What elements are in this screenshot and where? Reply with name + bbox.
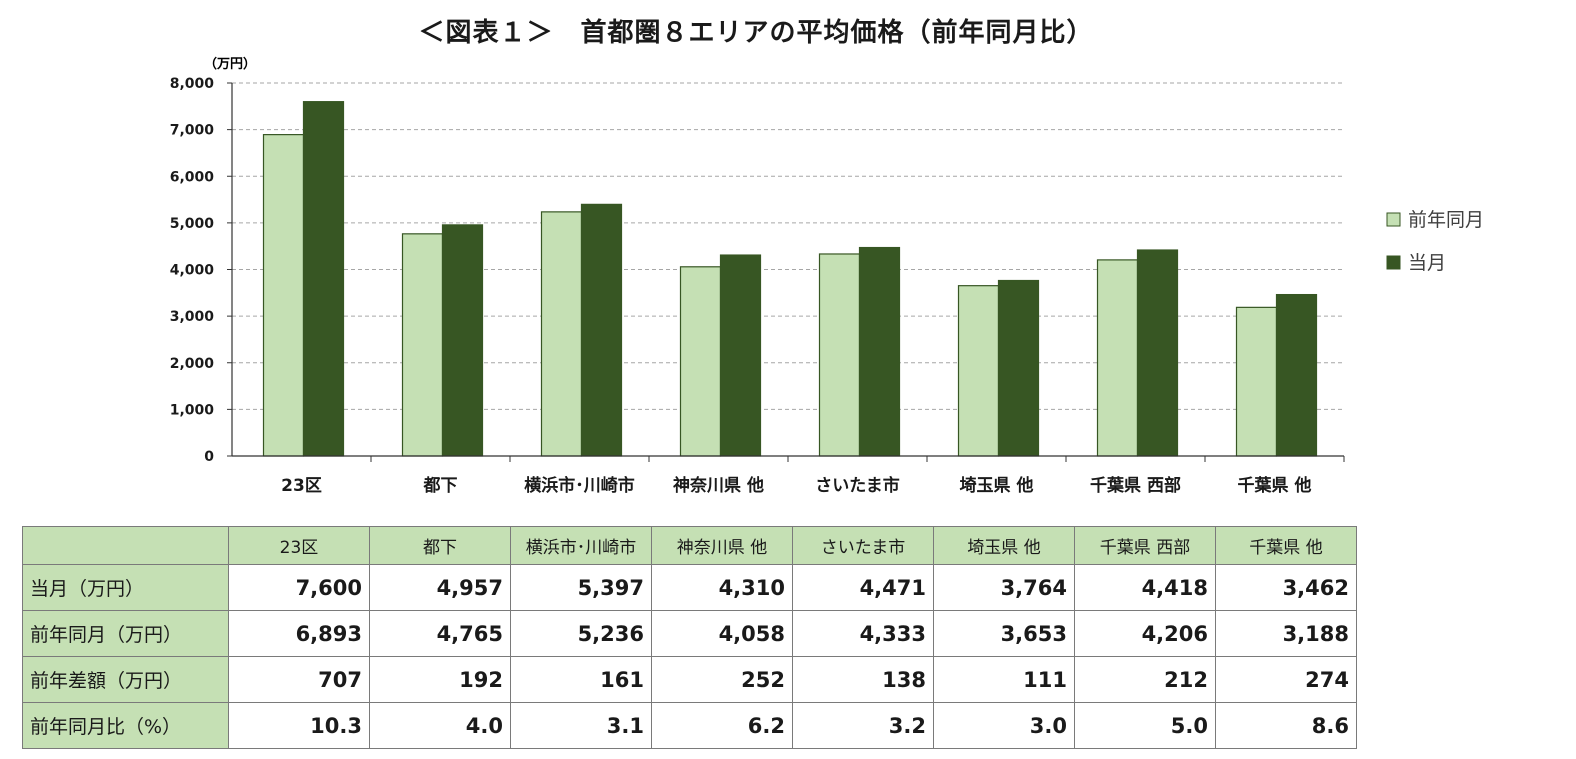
- bar-prev-year-7: [1235, 306, 1278, 457]
- x-tick-label: 埼玉県 他: [960, 475, 1034, 496]
- table-header-cell: 千葉県 他: [1215, 526, 1357, 565]
- table-cell: 3.1: [510, 702, 652, 749]
- data-table: 23区 都下 横浜市･川崎市 神奈川県 他さいたま市 埼玉県 他千葉県 西部 千葉県 他 …: [22, 526, 1357, 749]
- table-cell: 111: [933, 656, 1075, 703]
- bar-prev-year-0: [262, 134, 305, 457]
- x-tick-labels: 23区 都下 横浜市･川崎市 神奈川県 他 さいたま市 埼玉県 他 千葉県 西部 千葉県 他: [281, 475, 1311, 496]
- x-tick-label: 横浜市･川崎市: [524, 475, 635, 496]
- bar-current-5: [997, 279, 1040, 457]
- table-cell: 3.0: [933, 702, 1075, 749]
- table-cell: 6,893: [228, 610, 370, 657]
- axes: [227, 82, 1345, 462]
- bar-prev-year-4: [818, 253, 861, 457]
- bar-prev-year-6: [1096, 259, 1139, 457]
- table-cell: 10.3: [228, 702, 370, 749]
- table-cell: 3,188: [1215, 610, 1357, 657]
- table-corner-cell: [22, 526, 229, 565]
- table-cell: 6.2: [651, 702, 793, 749]
- bar-chart: 0 1,000 2,000 3,000 4,000 5,000 6,000 7,000 8,00…: [170, 56, 1484, 496]
- table-cell: 4.0: [369, 702, 511, 749]
- table-cell: 3,462: [1215, 564, 1357, 611]
- table-cell: 192: [369, 656, 511, 703]
- table-cell: 4,471: [792, 564, 934, 611]
- table-cell: 274: [1215, 656, 1357, 703]
- y-tick-label: 4,000: [170, 263, 215, 279]
- table-header-cell: 都下: [369, 526, 511, 565]
- table-body: 当月（万円） 7,600 4,957 5,397 4,310 4,471 3,764 4,41…: [22, 564, 1357, 749]
- table-header-cell: 埼玉県 他: [933, 526, 1075, 565]
- table-cell: 4,206: [1074, 610, 1216, 657]
- y-tick-labels: 0 1,000 2,000 3,000 4,000 5,000 6,000 7,000 8,00…: [170, 76, 215, 465]
- bar-current-0: [302, 101, 345, 457]
- table-row: 前年同月（万円） 6,893 4,765 5,236 4,058 4,333 3,653 4,…: [22, 610, 1357, 657]
- y-tick-label: 5,000: [170, 216, 215, 232]
- legend-label: 前年同月: [1408, 209, 1484, 231]
- y-tick-label: 3,000: [170, 309, 215, 325]
- table-cell: 5,236: [510, 610, 652, 657]
- chart-title: ＜図表１＞ 首都圏８エリアの平均価格（前年同月比）: [418, 18, 1094, 48]
- table-cell: 4,765: [369, 610, 511, 657]
- table-cell: 4,418: [1074, 564, 1216, 611]
- bar-current-6: [1136, 249, 1179, 457]
- x-tick-label: さいたま市: [815, 475, 900, 496]
- table-row: 前年差額（万円） 707 192 161 252 138 111 212 274: [22, 656, 1357, 703]
- table-cell: 4,957: [369, 564, 511, 611]
- y-tick-label: 1,000: [170, 402, 215, 418]
- table-row-label: 前年差額（万円）: [22, 656, 229, 703]
- table-cell: 212: [1074, 656, 1216, 703]
- table-row: 当月（万円） 7,600 4,957 5,397 4,310 4,471 3,764 4,41…: [22, 564, 1357, 611]
- table-row-label: 前年同月（万円）: [22, 610, 229, 657]
- legend-swatch: [1386, 255, 1401, 270]
- table-header-cell: 横浜市･川崎市: [510, 526, 652, 565]
- bar-current-1: [441, 224, 484, 457]
- table-row: 前年同月比（%） 10.3 4.0 3.1 6.2 3.2 3.0 5.0 8.6: [22, 702, 1357, 749]
- y-tick-label: 6,000: [170, 169, 215, 185]
- x-tick-label: 23区: [281, 476, 322, 496]
- table-cell: 4,333: [792, 610, 934, 657]
- table-cell: 4,058: [651, 610, 793, 657]
- bar-current-4: [858, 246, 901, 457]
- x-tick-label: 千葉県 西部: [1090, 475, 1181, 496]
- table-cell: 3,653: [933, 610, 1075, 657]
- table-header-row: 23区 都下 横浜市･川崎市 神奈川県 他さいたま市 埼玉県 他千葉県 西部 千葉県 他: [22, 526, 1357, 565]
- y-tick-label: 2,000: [170, 356, 215, 372]
- bar-current-3: [719, 254, 762, 457]
- bar-prev-year-5: [957, 285, 1000, 457]
- table-cell: 3,764: [933, 564, 1075, 611]
- table-cell: 4,310: [651, 564, 793, 611]
- table-cell: 252: [651, 656, 793, 703]
- bars: [262, 101, 1318, 457]
- x-tick-label: 神奈川県 他: [673, 475, 764, 496]
- table-cell: 7,600: [228, 564, 370, 611]
- table-header-cell: さいたま市: [792, 526, 934, 565]
- table-header-cell: 神奈川県 他: [651, 526, 793, 565]
- y-tick-label: 8,000: [170, 76, 215, 92]
- y-tick-label: 0: [204, 449, 214, 465]
- table-cell: 707: [228, 656, 370, 703]
- table-cell: 161: [510, 656, 652, 703]
- legend-swatch: [1386, 212, 1401, 227]
- legend-label: 当月: [1408, 252, 1446, 274]
- x-tick-label: 都下: [423, 475, 458, 496]
- y-tick-label: 7,000: [170, 123, 215, 139]
- table-cell: 3.2: [792, 702, 934, 749]
- table-header-cell: 23区: [228, 526, 370, 565]
- bar-current-2: [580, 203, 623, 457]
- table-row-label: 当月（万円）: [22, 564, 229, 611]
- table-header-cell: 千葉県 西部: [1074, 526, 1216, 565]
- bar-prev-year-2: [540, 211, 583, 457]
- table-cell: 138: [792, 656, 934, 703]
- bar-prev-year-3: [679, 266, 722, 457]
- table-row-label: 前年同月比（%）: [22, 702, 229, 749]
- bar-prev-year-1: [401, 233, 444, 457]
- y-unit-label: （万円）: [204, 56, 256, 72]
- table-cell: 5.0: [1074, 702, 1216, 749]
- x-tick-label: 千葉県 他: [1238, 475, 1312, 496]
- table-cell: 8.6: [1215, 702, 1357, 749]
- table-cell: 5,397: [510, 564, 652, 611]
- bar-current-7: [1275, 293, 1318, 457]
